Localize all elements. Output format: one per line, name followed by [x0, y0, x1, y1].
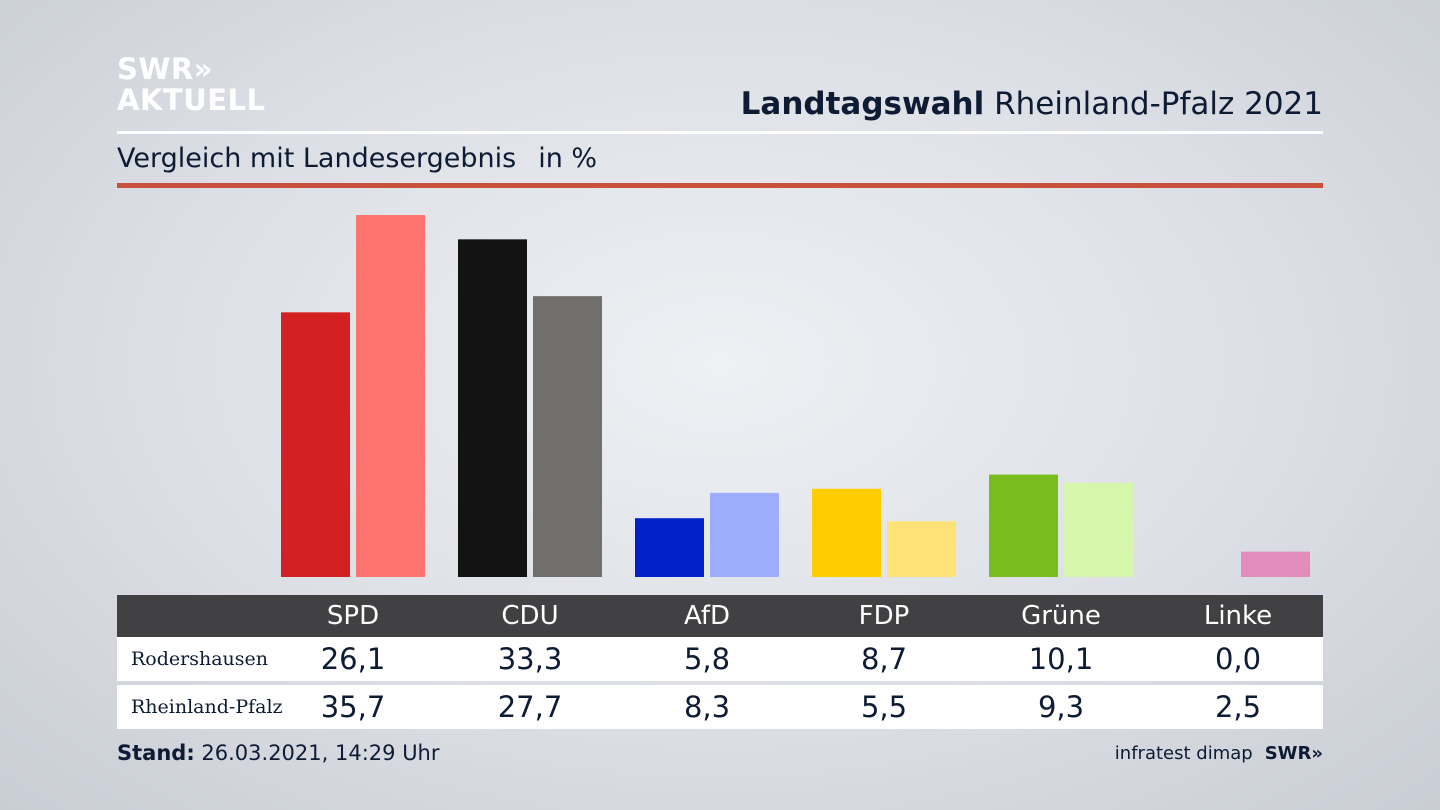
value-cell: 9,3	[1037, 690, 1085, 724]
bar-spd-state	[356, 215, 425, 577]
bar-fdp-local	[812, 488, 881, 577]
value-cell: 8,7	[860, 642, 908, 676]
timestamp: Stand: 26.03.2021, 14:29 Uhr	[117, 741, 440, 765]
value-cell: 0,0	[1214, 642, 1262, 676]
logo-swr: SWR	[117, 52, 194, 86]
results-table: SPD CDU AfD FDP Grüne Linke Rodershausen 26,1…	[117, 595, 1323, 729]
bar-afd-state	[710, 492, 779, 577]
category-label: FDP	[858, 601, 910, 631]
value-cell: 5,8	[683, 642, 731, 676]
value-cell: 8,3	[683, 690, 731, 724]
source-credit: infratest dimap SWR»	[1115, 743, 1323, 764]
category-label: Grüne	[1021, 601, 1101, 631]
category-label: Linke	[1203, 601, 1273, 631]
value-cell: 26,1	[320, 642, 386, 676]
category-label: SPD	[326, 601, 380, 631]
swr-aktuell-logo: SWR» AKTUELL	[117, 54, 266, 116]
row-label: Rheinland-Pfalz	[131, 696, 283, 718]
value-cell: 10,1	[1028, 642, 1094, 676]
bar-afd-local	[635, 518, 704, 577]
bar-grüne-local	[989, 474, 1058, 577]
value-cell: 5,5	[860, 690, 908, 724]
table-row: Rheinland-Pfalz 35,7 27,7 8,3 5,5 9,3 2,5	[117, 685, 1323, 729]
value-cell: 2,5	[1214, 690, 1262, 724]
table-header: SPD CDU AfD FDP Grüne Linke	[117, 595, 1323, 637]
logo-arrows-icon: »	[193, 52, 213, 86]
bar-cdu-state	[533, 296, 602, 577]
bar-fdp-state	[887, 521, 956, 577]
title-divider	[117, 131, 1323, 134]
bar-spd-local	[281, 312, 350, 577]
category-label: CDU	[501, 601, 559, 631]
bar-grüne-state	[1064, 482, 1133, 577]
logo-aktuell: AKTUELL	[117, 83, 266, 117]
stand-value: 26.03.2021, 14:29 Uhr	[201, 741, 440, 765]
page-title: Landtagswahl Rheinland-Pfalz 2021	[741, 86, 1323, 122]
accent-divider	[117, 183, 1323, 188]
unit-label: in %	[538, 143, 598, 174]
row-label: Rodershausen	[131, 648, 269, 670]
category-label: AfD	[683, 601, 731, 631]
swr-brand-logo: SWR»	[1264, 743, 1323, 764]
source-text: infratest dimap	[1114, 743, 1253, 764]
table-row: Rodershausen 26,1 33,3 5,8 8,7 10,1 0,0	[117, 637, 1323, 681]
value-cell: 35,7	[320, 690, 386, 724]
title-bold: Landtagswahl	[740, 86, 985, 122]
stand-label: Stand:	[117, 741, 195, 765]
value-cell: 27,7	[497, 690, 563, 724]
title-rest: Rheinland-Pfalz 2021	[994, 86, 1323, 122]
bar-cdu-local	[458, 239, 527, 578]
subtitle-text: Vergleich mit Landesergebnis	[117, 143, 517, 174]
bar-linke-state	[1241, 551, 1310, 577]
value-cell: 33,3	[497, 642, 563, 676]
chart-subtitle: Vergleich mit Landesergebnis in %	[117, 143, 597, 174]
